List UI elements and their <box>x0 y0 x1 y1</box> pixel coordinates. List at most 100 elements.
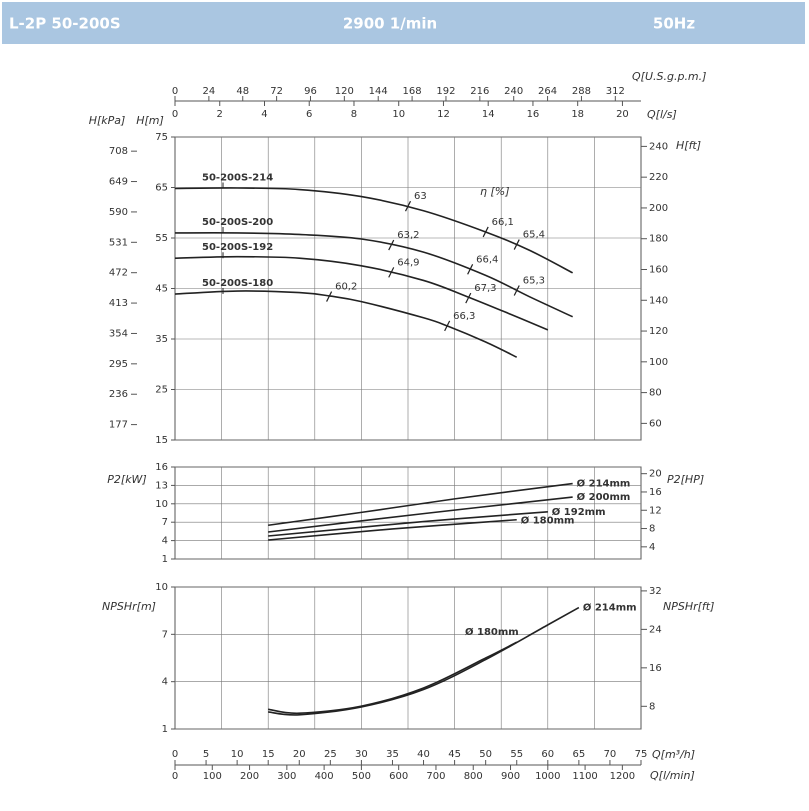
flow-tick-label: 4 <box>261 109 267 120</box>
y-tick-label: 10 <box>155 582 168 593</box>
frequency: 50Hz <box>653 15 695 33</box>
flow-tick-label: 500 <box>352 771 371 782</box>
flow-tick-label: 25 <box>324 749 337 760</box>
flow-tick-label: 1000 <box>535 771 560 782</box>
efficiency-label: 65,4 <box>523 230 545 241</box>
flow-tick-label: 168 <box>403 86 422 97</box>
y3-tick-label: 531 <box>109 237 128 248</box>
y2-tick-label: 160 <box>649 264 668 275</box>
curve-label: Ø 180mm <box>521 515 575 527</box>
flow-tick-label: 20 <box>616 109 629 120</box>
flow-tick-label: 18 <box>571 109 584 120</box>
header-bar <box>2 2 805 44</box>
curve <box>268 606 580 716</box>
y2-tick-label: 32 <box>649 586 662 597</box>
y2-axis-label: P2[HP] <box>667 473 704 486</box>
y-tick-label: 15 <box>155 435 168 446</box>
y-tick-label: 25 <box>155 385 168 396</box>
curve-label: Ø 180mm <box>465 626 519 638</box>
efficiency-mark <box>404 200 412 212</box>
curve-label: Ø 200mm <box>577 491 631 503</box>
y-axis-label: NPSHr[m] <box>102 600 156 613</box>
curve-label: 50-200S-180 <box>202 278 273 289</box>
curve <box>268 641 518 715</box>
efficiency-mark <box>467 264 474 275</box>
y3-tick-label: 236 <box>109 389 128 400</box>
flow-tick-label: 75 <box>635 749 648 760</box>
curve-label: 50-200S-214 <box>202 173 273 184</box>
curve <box>174 232 573 318</box>
model: L-2P 50-200S <box>9 15 121 33</box>
y3-axis-label: H[kPa] <box>89 114 126 127</box>
y3-tick-label: 295 <box>109 359 128 370</box>
efficiency-mark <box>513 285 520 296</box>
flow-tick-label: 700 <box>426 771 445 782</box>
y2-axis-label: NPSHr[ft] <box>663 600 714 613</box>
y2-tick-label: 4 <box>649 542 655 553</box>
flow-tick-label: 800 <box>464 771 483 782</box>
flow-tick-label: 16 <box>527 109 540 120</box>
efficiency-mark <box>388 239 395 251</box>
curve <box>268 518 517 541</box>
y-tick-label: 55 <box>155 233 168 244</box>
speed: 2900 1/min <box>343 15 437 33</box>
flow-tick-label: 1200 <box>610 771 635 782</box>
flow-tick-label: 24 <box>203 86 216 97</box>
y3-tick-label: 472 <box>109 268 128 279</box>
y3-tick-label: 177 <box>109 420 128 431</box>
annotation: η [%] <box>480 185 510 198</box>
flow-unit-label: Q[m³/h] <box>652 748 695 761</box>
efficiency-mark <box>388 267 395 278</box>
y-tick-label: 4 <box>162 536 168 547</box>
y2-axis-label: H[ft] <box>676 139 701 152</box>
y-tick-label: 35 <box>155 334 168 345</box>
flow-tick-label: 12 <box>437 109 450 120</box>
curve-label: 50-200S-192 <box>202 242 273 253</box>
curve <box>268 496 573 533</box>
flow-tick-label: 55 <box>510 749 523 760</box>
efficiency-label: 66,1 <box>492 217 514 228</box>
flow-tick-label: 6 <box>306 109 312 120</box>
curve <box>268 510 548 537</box>
y-tick-label: 1 <box>162 554 168 565</box>
flow-unit-label: Q[l/min] <box>650 769 695 782</box>
flow-tick-label: 60 <box>541 749 554 760</box>
y3-tick-label: 708 <box>109 146 128 157</box>
curve <box>174 255 549 331</box>
y-tick-label: 65 <box>155 183 168 194</box>
flow-unit-label: Q[U.S.g.p.m.] <box>632 70 706 83</box>
flow-tick-label: 35 <box>386 749 399 760</box>
efficiency-mark <box>482 226 489 238</box>
flow-tick-label: 65 <box>572 749 585 760</box>
y2-tick-label: 100 <box>649 357 668 368</box>
flow-tick-label: 120 <box>335 86 354 97</box>
efficiency-label: 66,4 <box>476 254 498 265</box>
efficiency-label: 60,2 <box>335 282 357 293</box>
y3-tick-label: 649 <box>109 177 128 188</box>
efficiency-mark <box>326 291 333 302</box>
y2-tick-label: 12 <box>649 505 662 516</box>
y-axis-label: H[m] <box>136 114 164 127</box>
efficiency-label: 66,3 <box>453 311 475 322</box>
flow-tick-label: 240 <box>504 86 523 97</box>
flow-tick-label: 144 <box>369 86 388 97</box>
y2-tick-label: 60 <box>649 418 662 429</box>
y3-tick-label: 413 <box>109 298 128 309</box>
efficiency-mark <box>513 239 520 250</box>
flow-tick-label: 45 <box>448 749 461 760</box>
curve-label: Ø 192mm <box>552 506 606 518</box>
flow-tick-label: 200 <box>240 771 259 782</box>
flow-tick-label: 8 <box>351 109 357 120</box>
y2-tick-label: 24 <box>649 624 662 635</box>
curve-label: Ø 214mm <box>577 478 631 490</box>
y-tick-label: 4 <box>162 677 168 688</box>
y2-tick-label: 8 <box>649 524 655 535</box>
flow-tick-label: 216 <box>470 86 489 97</box>
y-tick-label: 75 <box>155 132 168 143</box>
efficiency-label: 64,9 <box>397 257 419 268</box>
y-tick-label: 10 <box>155 499 168 510</box>
curve <box>174 187 574 274</box>
y2-tick-label: 16 <box>649 487 662 498</box>
flow-tick-label: 100 <box>203 771 222 782</box>
flow-tick-label: 15 <box>262 749 275 760</box>
